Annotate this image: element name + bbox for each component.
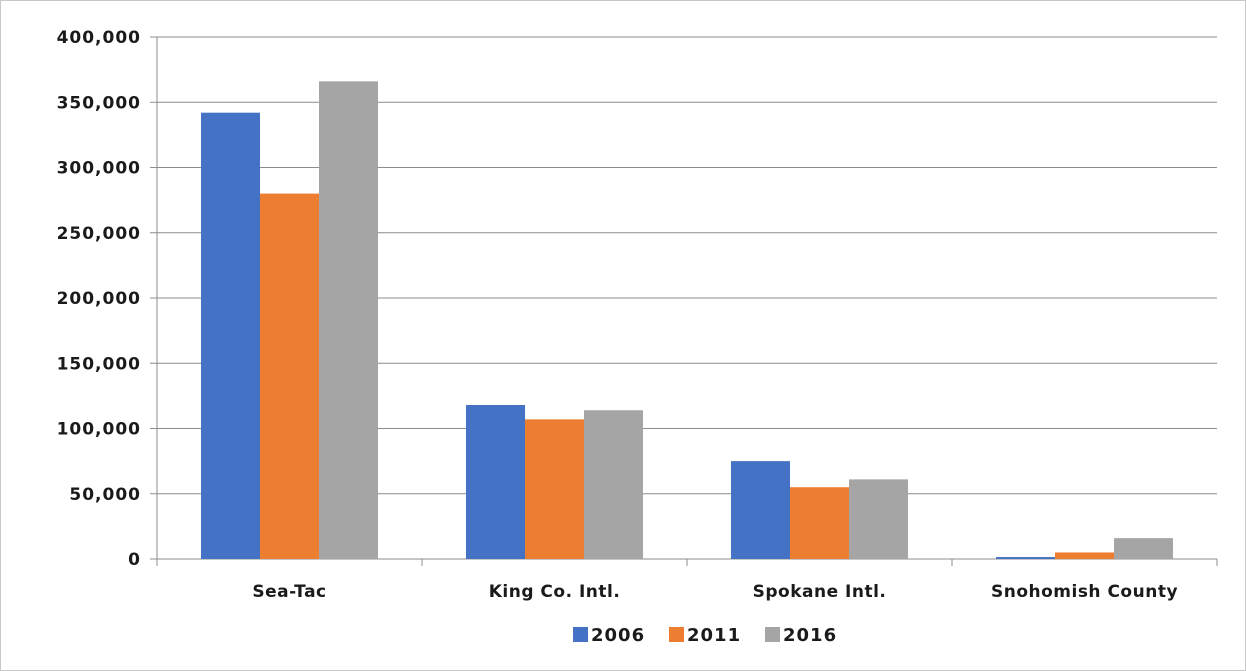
y-tick-label: 100,000	[57, 420, 141, 440]
bar-2016-1	[584, 410, 643, 559]
legend-swatch-2011	[669, 627, 684, 642]
legend: 2006 2011 2016	[573, 625, 837, 646]
legend-label: 2011	[687, 625, 741, 646]
bar-2011-3	[1055, 552, 1114, 559]
bar-2011-0	[260, 193, 319, 559]
bar-2016-2	[849, 479, 908, 559]
bar-2016-3	[1114, 538, 1173, 559]
y-tick-label: 150,000	[57, 354, 141, 374]
x-category-labels: Sea-Tac King Co. Intl. Spokane Intl. Snohom…	[252, 582, 1178, 602]
bar-2006-3	[996, 557, 1055, 559]
bar-2011-2	[790, 487, 849, 559]
legend-swatch-2016	[765, 627, 780, 642]
bar-2011-1	[525, 419, 584, 559]
y-tick-labels: 0 50,000 100,000 150,000 200,000 250,000 300,0…	[57, 28, 141, 570]
legend-label: 2016	[783, 625, 837, 646]
legend-swatch-2006	[573, 627, 588, 642]
bar-2006-1	[466, 405, 525, 559]
x-category-label: King Co. Intl.	[489, 582, 621, 602]
y-tick-label: 350,000	[57, 93, 141, 113]
y-tick-label: 300,000	[57, 159, 141, 179]
x-category-label: Snohomish County	[991, 582, 1178, 602]
y-tick-label: 0	[128, 550, 141, 570]
bar-2006-0	[201, 112, 260, 559]
bars	[201, 81, 1173, 560]
y-tick-label: 50,000	[69, 485, 141, 505]
bar-2016-0	[319, 81, 378, 560]
x-category-label: Sea-Tac	[252, 582, 326, 602]
y-tick-label: 400,000	[57, 28, 141, 48]
y-tick-label: 200,000	[57, 289, 141, 309]
legend-label: 2006	[591, 625, 645, 646]
bar-2006-2	[731, 461, 790, 559]
y-tick-label: 250,000	[57, 224, 141, 244]
x-category-label: Spokane Intl.	[753, 582, 887, 602]
